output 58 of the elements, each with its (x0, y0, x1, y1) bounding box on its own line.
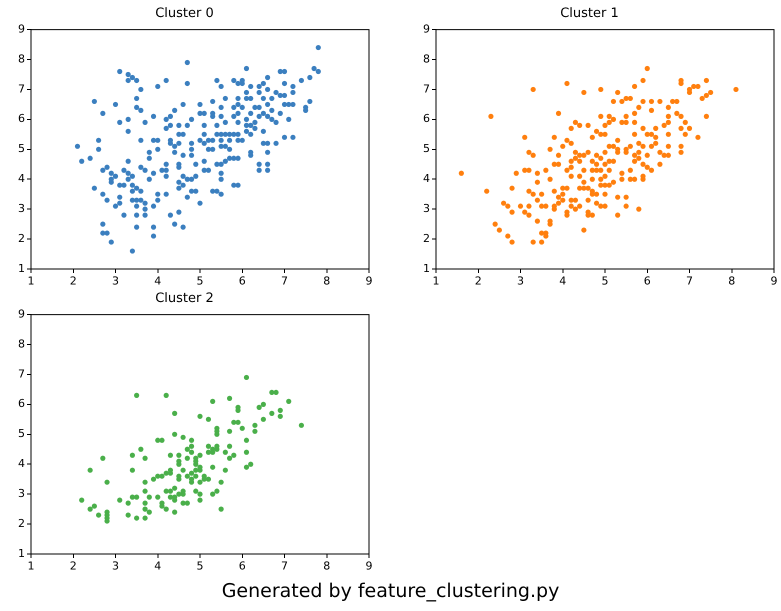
y-tick-label: 3 (423, 202, 430, 216)
x-tick-label: 1 (28, 559, 34, 572)
x-tick-label: 5 (602, 274, 608, 288)
x-tick-label: 1 (432, 274, 440, 288)
x-tick-label: 7 (281, 559, 288, 572)
y-tick-label: 6 (18, 112, 25, 126)
y-tick-label: 9 (18, 22, 25, 36)
chart-title: Cluster 2 (155, 291, 214, 306)
y-tick-label: 4 (18, 172, 25, 186)
y-tick-label: 1 (18, 546, 25, 560)
x-tick-label: 7 (686, 274, 693, 288)
x-tick-label: 5 (196, 559, 204, 572)
x-tick-label: 2 (70, 274, 77, 288)
y-tick-label: 1 (423, 262, 430, 275)
x-tick-label: 4 (559, 274, 566, 288)
y-tick-label: 6 (18, 397, 25, 410)
x-tick-label: 9 (770, 274, 778, 288)
y-tick-label: 2 (423, 232, 430, 245)
y-tick-label: 8 (423, 52, 430, 66)
y-tick-label: 7 (18, 82, 25, 96)
chart-title: Cluster 1 (560, 6, 619, 22)
x-tick-label: 7 (281, 274, 288, 288)
x-tick-label: 1 (28, 274, 34, 288)
x-tick-label: 5 (196, 274, 204, 288)
x-tick-label: 6 (644, 274, 651, 288)
y-tick-label: 9 (423, 22, 430, 36)
y-tick-label: 3 (18, 202, 25, 216)
text: Generated by feature_clustering.py (220, 580, 560, 602)
y-tick-label: 9 (18, 307, 25, 320)
x-tick-label: 9 (366, 274, 372, 288)
x-tick-label: 8 (728, 274, 736, 288)
y-tick-label: 5 (18, 142, 25, 156)
y-tick-label: 8 (18, 337, 25, 350)
y-tick-label: 4 (423, 172, 430, 186)
y-tick-label: 2 (18, 516, 25, 530)
y-tick-label: 2 (18, 232, 25, 245)
x-tick-label: 8 (323, 559, 330, 572)
x-tick-label: 6 (238, 559, 246, 572)
x-tick-label: 2 (474, 274, 482, 288)
x-tick-label: 8 (323, 274, 330, 288)
x-tick-label: 3 (112, 559, 119, 572)
x-tick-label: 3 (517, 274, 524, 288)
y-tick-label: 1 (18, 262, 25, 275)
y-tick-label: 4 (18, 457, 25, 470)
y-tick-label: 5 (423, 142, 430, 156)
x-tick-label: 3 (112, 274, 119, 288)
y-tick-label: 5 (18, 427, 25, 440)
x-tick-label: 2 (70, 559, 77, 572)
y-tick-label: 3 (18, 487, 25, 500)
x-tick-label: 6 (238, 274, 246, 288)
y-tick-label: 6 (423, 112, 430, 126)
x-tick-label: 9 (366, 559, 372, 572)
y-tick-label: 8 (18, 52, 25, 66)
x-tick-label: 4 (154, 274, 162, 288)
x-tick-label: 4 (154, 559, 162, 572)
y-tick-label: 7 (423, 82, 430, 96)
chart-title: Cluster 0 (155, 6, 214, 22)
y-tick-label: 7 (18, 367, 25, 380)
